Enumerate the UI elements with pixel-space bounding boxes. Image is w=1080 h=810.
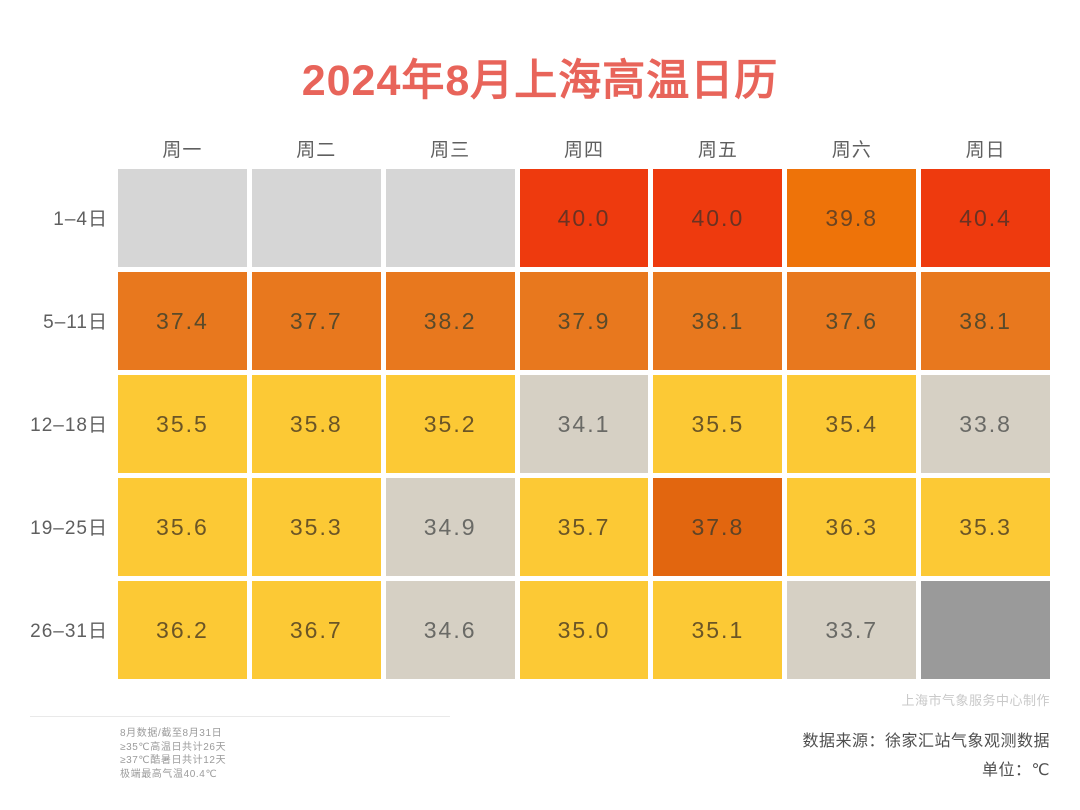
- heatmap-cell[interactable]: 37.4: [118, 272, 247, 370]
- heatmap-cell[interactable]: 37.7: [251, 272, 381, 370]
- heatmap-cell[interactable]: 34.1: [519, 375, 649, 473]
- heatmap-cell[interactable]: 36.2: [118, 581, 247, 679]
- heatmap-row: 36.2 36.7 34.6 35.0 35.1 33.7: [118, 581, 1050, 679]
- heatmap-cell[interactable]: 35.7: [519, 478, 649, 576]
- heatmap-cell[interactable]: 36.3: [787, 478, 917, 576]
- footnote-block: 8月数据/截至8月31日 ≥35℃高温日共计26天 ≥37℃酷暑日共计12天 极端最高…: [120, 727, 226, 781]
- heatmap-cell[interactable]: [921, 581, 1050, 679]
- weekday-header-row: 周一 周二 周三 周四 周五 周六 周日: [118, 128, 1050, 168]
- heatmap-cell[interactable]: 36.7: [251, 581, 381, 679]
- row-label-2: 5–11日: [43, 311, 108, 333]
- page-title: 2024年8月上海高温日历: [301, 57, 779, 105]
- heatmap-cell[interactable]: 35.5: [118, 375, 247, 473]
- heatmap-row: 37.4 37.7 38.2 37.9 38.1 37.6 38.1: [118, 272, 1050, 370]
- heatmap-cell[interactable]: 38.1: [653, 272, 783, 370]
- heatmap-cell[interactable]: 38.2: [385, 272, 515, 370]
- heatmap-cell[interactable]: [251, 169, 381, 267]
- heatmap-grid: 40.0 40.0 39.8 40.4 37.4 37.7 38.2 37.9 38.1 37.6…: [118, 169, 1050, 679]
- heatmap-cell[interactable]: 35.4: [787, 375, 917, 473]
- heatmap-cell[interactable]: 37.8: [653, 478, 783, 576]
- footnote-line-3: ≥37℃酷暑日共计12天: [120, 755, 227, 766]
- heatmap-cell[interactable]: 40.0: [519, 169, 649, 267]
- data-source-text: 数据来源：徐家汇站气象观测数据: [802, 733, 1050, 750]
- heatmap-cell[interactable]: [118, 169, 247, 267]
- heatmap-cell[interactable]: 39.8: [787, 169, 917, 267]
- heatmap-cell[interactable]: 35.0: [519, 581, 649, 679]
- heatmap-cell[interactable]: 35.8: [251, 375, 381, 473]
- heatmap-cell[interactable]: 35.5: [653, 375, 783, 473]
- weekday-header-5: 周五: [697, 139, 738, 161]
- heatmap-cell[interactable]: 35.6: [118, 478, 247, 576]
- heatmap-cell[interactable]: 33.7: [787, 581, 917, 679]
- credit-text: 上海市气象服务中心制作: [901, 693, 1050, 708]
- footer-divider: [30, 716, 450, 717]
- weekday-header-2: 周二: [296, 139, 337, 161]
- row-label-5: 26–31日: [30, 620, 108, 642]
- row-label-4: 19–25日: [30, 517, 108, 539]
- heatmap-cell[interactable]: 38.1: [921, 272, 1050, 370]
- footnote-line-1: 8月数据/截至8月31日: [120, 728, 223, 739]
- heatmap-cell[interactable]: 35.3: [921, 478, 1050, 576]
- row-label-column: 1–4日 5–11日 12–18日 19–25日 26–31日: [0, 168, 108, 683]
- heatmap-row: 35.6 35.3 34.9 35.7 37.8 36.3 35.3: [118, 478, 1050, 576]
- unit-text: 单位：℃: [982, 762, 1050, 779]
- weekday-header-4: 周四: [563, 139, 604, 161]
- heatmap-cell[interactable]: 35.3: [251, 478, 381, 576]
- heatmap-cell[interactable]: 40.4: [921, 169, 1050, 267]
- heatmap-cell[interactable]: 35.1: [653, 581, 783, 679]
- heatmap-cell[interactable]: 37.6: [787, 272, 917, 370]
- heatmap-calendar: 周一 周二 周三 周四 周五 周六 周日 40.0 40.0 39.8 40.4 37.4 37.7 3…: [118, 128, 1050, 684]
- heatmap-row: 35.5 35.8 35.2 34.1 35.5 35.4 33.8: [118, 375, 1050, 473]
- source-block: 数据来源：徐家汇站气象观测数据 单位：℃: [802, 727, 1050, 785]
- heatmap-cell[interactable]: 37.9: [519, 272, 649, 370]
- weekday-header-1: 周一: [162, 139, 203, 161]
- weekday-header-3: 周三: [430, 139, 471, 161]
- heatmap-cell[interactable]: 34.6: [385, 581, 515, 679]
- heatmap-cell[interactable]: 35.2: [385, 375, 515, 473]
- footnote-line-4: 极端最高气温40.4℃: [120, 768, 218, 780]
- weekday-header-7: 周日: [965, 139, 1006, 161]
- row-label-3: 12–18日: [30, 414, 108, 436]
- heatmap-cell[interactable]: 33.8: [921, 375, 1050, 473]
- heatmap-cell[interactable]: 34.9: [385, 478, 515, 576]
- heatmap-cell[interactable]: 40.0: [653, 169, 783, 267]
- heatmap-cell[interactable]: [385, 169, 515, 267]
- footnote-line-2: ≥35℃高温日共计26天: [120, 741, 227, 753]
- weekday-header-6: 周六: [831, 139, 872, 161]
- row-label-1: 1–4日: [53, 208, 108, 230]
- heatmap-row: 40.0 40.0 39.8 40.4: [118, 169, 1050, 267]
